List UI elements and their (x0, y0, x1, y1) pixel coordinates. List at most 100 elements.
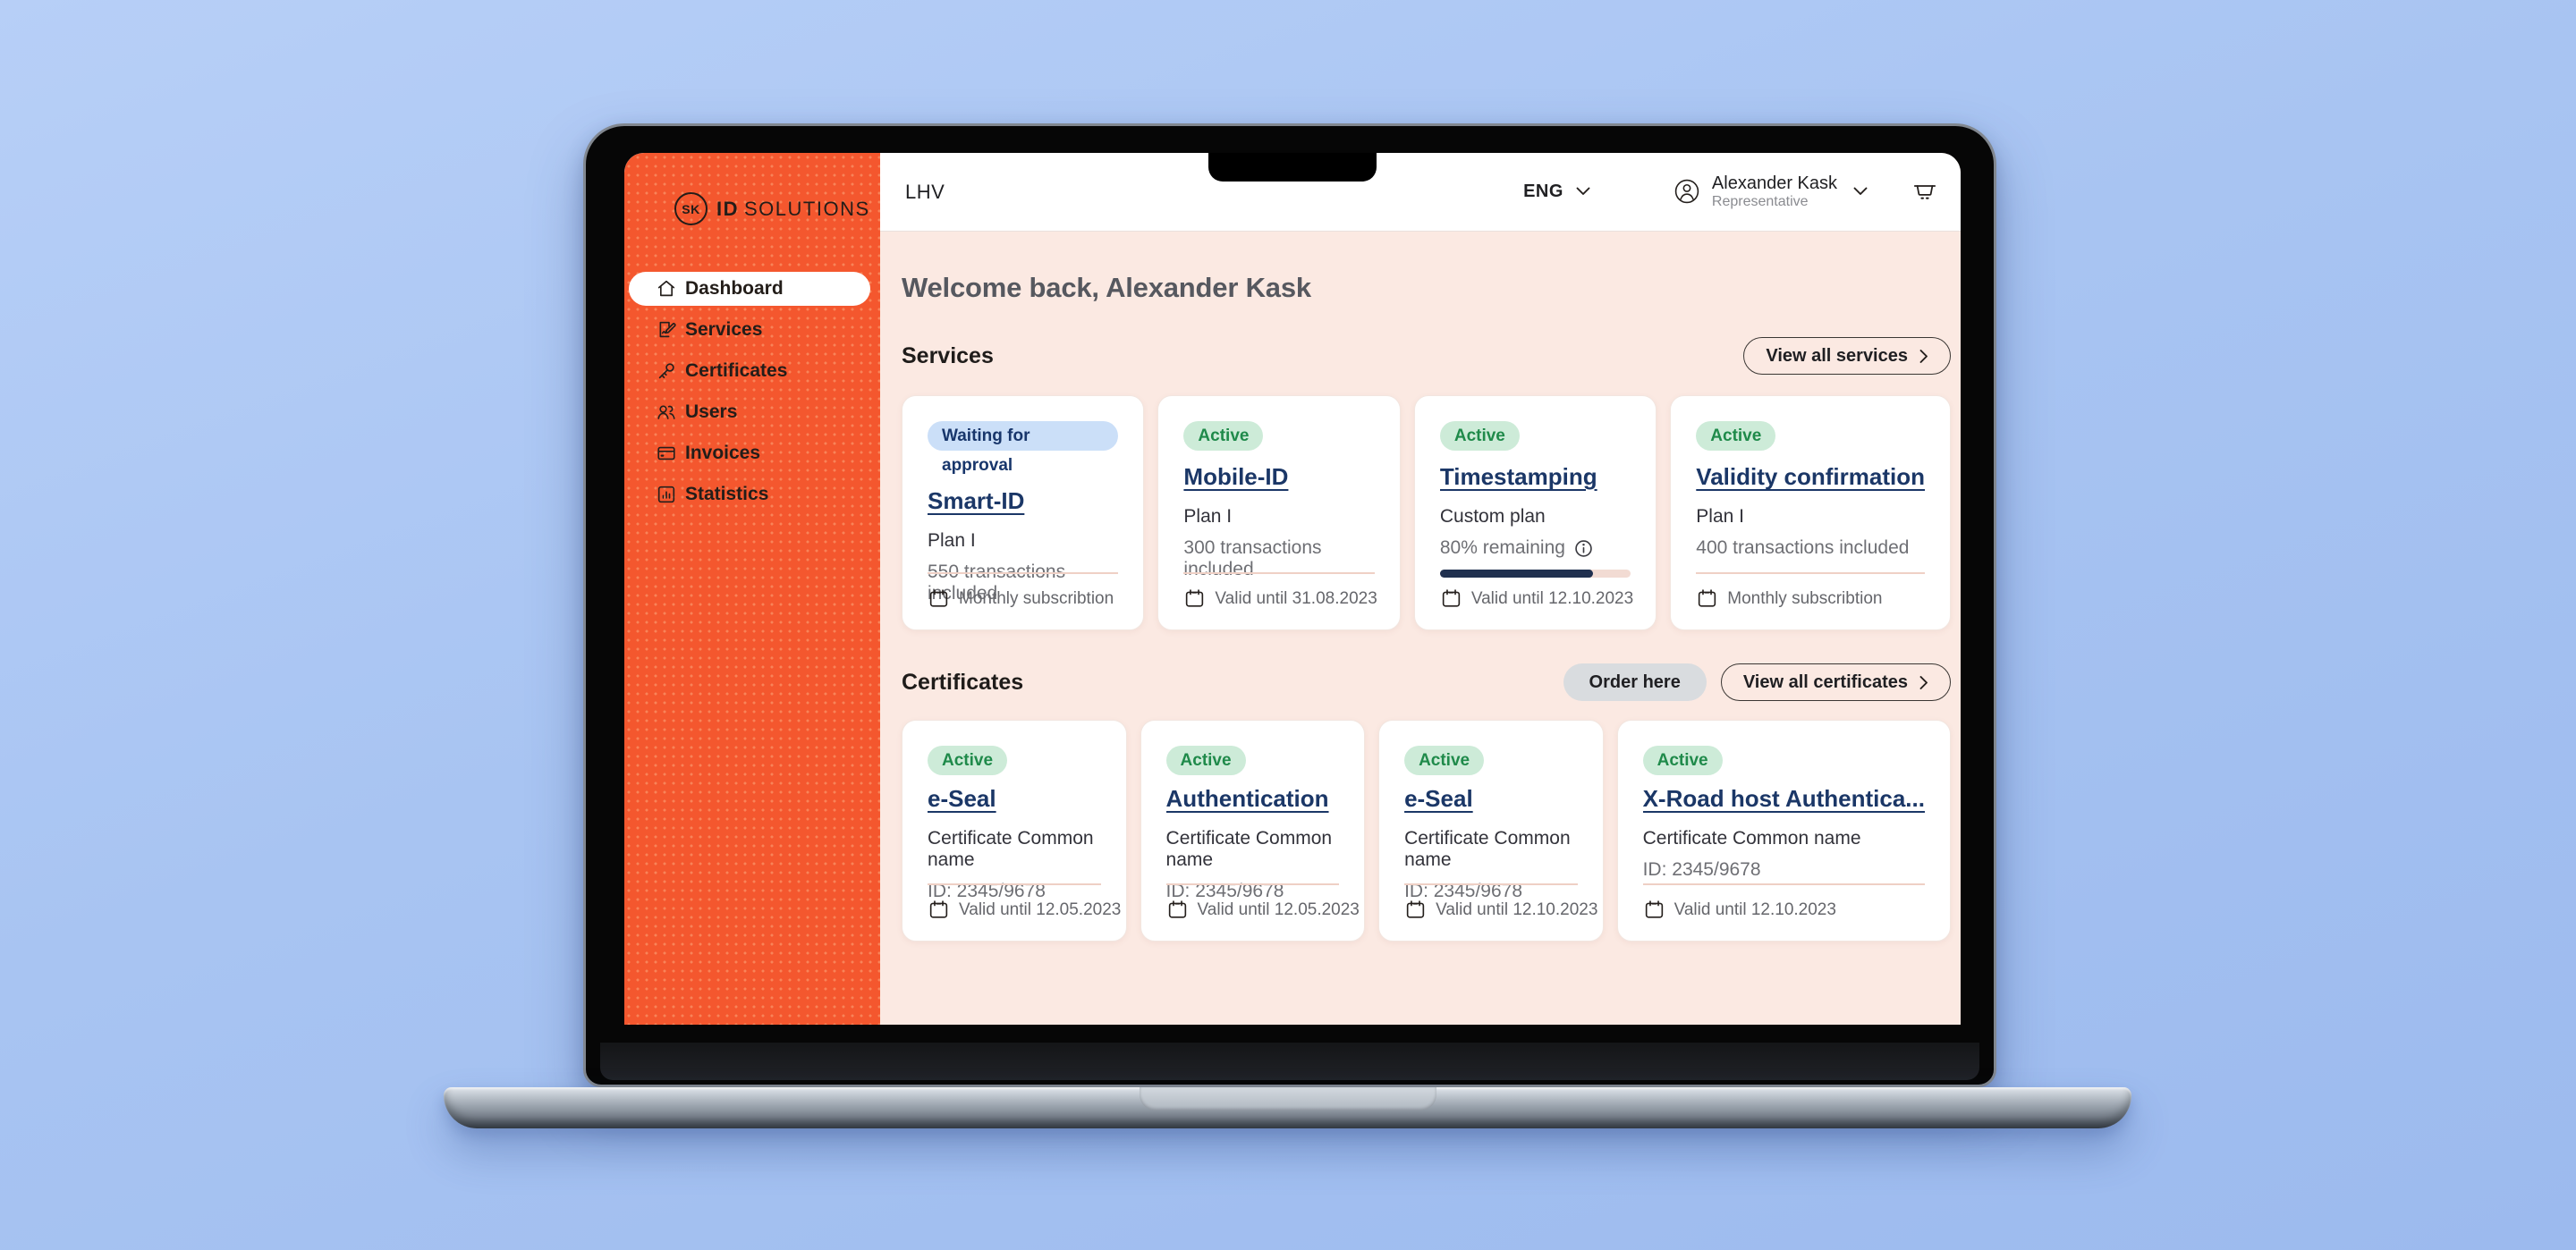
usage-progress-fill (1439, 570, 1593, 578)
certificate-card-xroad[interactable]: Active X-Road host Authentica... Certifi… (1616, 720, 1951, 942)
card-footer: Valid until 12.10.2023 (1643, 899, 1836, 921)
certificate-card-eseal-1[interactable]: Active e-Seal Certificate Common name ID… (902, 720, 1127, 942)
status-badge: Active (1642, 746, 1723, 775)
calendar-icon (1645, 900, 1663, 918)
sidebar-item-label: Users (685, 401, 738, 422)
card-divider (1696, 572, 1925, 574)
certificate-title-link[interactable]: e-Seal (928, 785, 996, 812)
brand-logo-text: ID SOLUTIONS (716, 197, 870, 220)
language-selector[interactable]: ENG (1523, 182, 1590, 202)
info-icon[interactable] (1573, 538, 1594, 559)
certificate-title-link[interactable]: Authentication (1165, 785, 1329, 812)
cart-icon (1913, 185, 1936, 199)
sidebar: SK ID SOLUTIONS Dashboard Services Certif… (624, 153, 880, 1025)
service-title-link[interactable]: Smart-ID (928, 487, 1025, 514)
calendar-icon (929, 589, 948, 607)
card-footer: Monthly subscribtion (1696, 587, 1882, 610)
status-badge: Active (1439, 421, 1520, 451)
plan-label: Plan I (1696, 506, 1744, 527)
sidebar-item-label: Services (685, 319, 763, 340)
card-divider (928, 572, 1119, 574)
status-badge: Active (1696, 421, 1776, 451)
service-title-link[interactable]: Mobile-ID (1183, 463, 1289, 490)
chevron-right-icon (1919, 349, 1928, 363)
certificate-title-link[interactable]: X-Road host Authentica... (1642, 785, 1925, 812)
service-title-link[interactable]: Timestamping (1439, 463, 1597, 490)
user-texts: Alexander Kask Representative (1712, 173, 1837, 210)
sidebar-nav: Dashboard Services Certificates Users (624, 272, 880, 511)
transactions-label: 400 transactions included (1696, 537, 1910, 558)
transactions-label: 300 transactions included (1183, 537, 1322, 579)
calendar-icon (929, 900, 948, 918)
status-badge: Waiting for approval (928, 421, 1119, 475)
calendar-icon (1442, 589, 1461, 607)
main-content: Welcome back, Alexander Kask Services Vi… (880, 232, 1961, 1025)
service-title-link[interactable]: Validity confirmation (1696, 463, 1925, 490)
status-badge: Active (1165, 746, 1246, 775)
card-divider (1642, 883, 1925, 885)
chevron-down-icon (1853, 188, 1868, 196)
common-name-label: Certificate Common name (1165, 828, 1333, 870)
sidebar-item-certificates[interactable]: Certificates (629, 354, 870, 388)
service-card-smart-id[interactable]: Waiting for approval Smart-ID Plan I 550… (902, 395, 1145, 630)
avatar-icon (1674, 180, 1699, 204)
sidebar-item-label: Invoices (685, 443, 761, 463)
status-badge: Active (1183, 421, 1264, 451)
services-section-header: Services View all services (902, 337, 1951, 375)
plan-label: Plan I (1183, 506, 1233, 527)
chevron-right-icon (1919, 675, 1928, 689)
service-card-validity-confirmation[interactable]: Active Validity confirmation Plan I 400 … (1670, 395, 1951, 630)
service-card-timestamping[interactable]: Active Timestamping Custom plan 80% rema… (1413, 395, 1657, 630)
view-all-services-button[interactable]: View all services (1743, 337, 1951, 375)
sk-logo-icon: SK (674, 192, 708, 225)
brand-logo: SK ID SOLUTIONS (674, 192, 880, 225)
certificates-header-buttons: Order here View all certificates (1563, 663, 1951, 701)
sidebar-item-services[interactable]: Services (629, 313, 870, 347)
language-label: ENG (1523, 181, 1563, 201)
certificate-id: ID: 2345/9678 (1404, 881, 1522, 901)
user-menu[interactable]: Alexander Kask Representative (1673, 173, 1868, 210)
user-name: Alexander Kask (1711, 173, 1837, 193)
common-name-label: Certificate Common name (1404, 828, 1571, 870)
view-all-certificates-button[interactable]: View all certificates (1720, 663, 1951, 701)
cart-button[interactable] (1912, 181, 1937, 203)
home-icon (657, 280, 675, 297)
certificate-card-eseal-2[interactable]: Active e-Seal Certificate Common name ID… (1378, 720, 1604, 942)
remaining-label: 80% remaining (1440, 537, 1631, 559)
card-footer: Valid until 12.05.2023 (1166, 899, 1360, 921)
sidebar-item-statistics[interactable]: Statistics (629, 477, 870, 511)
card-footer: Monthly subscribtion (928, 587, 1114, 610)
card-footer: Valid until 31.08.2023 (1183, 587, 1377, 610)
order-here-button[interactable]: Order here (1563, 663, 1707, 701)
sidebar-item-invoices[interactable]: Invoices (629, 436, 870, 470)
topbar: LHV ENG Alexander Kask Representative (880, 153, 1961, 232)
certificates-section-header: Certificates Order here View all certifi… (902, 663, 1951, 701)
card-footer: Valid until 12.10.2023 (1404, 899, 1597, 921)
sidebar-item-dashboard[interactable]: Dashboard (629, 272, 870, 306)
calendar-icon (1406, 900, 1425, 918)
certificates-card-grid: Active e-Seal Certificate Common name ID… (902, 720, 1951, 942)
sidebar-item-users[interactable]: Users (629, 395, 870, 429)
calendar-icon (1168, 900, 1186, 918)
status-badge: Active (928, 746, 1008, 775)
laptop-lid-scoop (1139, 1087, 1436, 1111)
certificate-card-authentication[interactable]: Active Authentication Certificate Common… (1140, 720, 1366, 942)
certificates-title: Certificates (902, 669, 1024, 695)
usage-progress-bar (1439, 570, 1631, 578)
laptop-foot-left (499, 1125, 581, 1138)
plan-label: Plan I (928, 530, 976, 551)
page-title: Welcome back, Alexander Kask (902, 272, 1311, 303)
transactions-label: 550 transactions included (928, 562, 1066, 604)
statistics-icon (657, 486, 675, 503)
invoice-card-icon (657, 446, 675, 460)
laptop-screen: SK ID SOLUTIONS Dashboard Services Certif… (583, 123, 1996, 1087)
sidebar-item-label: Certificates (685, 360, 788, 381)
app-window: SK ID SOLUTIONS Dashboard Services Certif… (624, 153, 1961, 1025)
sidebar-item-label: Dashboard (685, 278, 784, 299)
certificate-title-link[interactable]: e-Seal (1404, 785, 1473, 812)
calendar-icon (1186, 589, 1204, 607)
service-card-mobile-id[interactable]: Active Mobile-ID Plan I 300 transactions… (1157, 395, 1401, 630)
users-icon (657, 405, 675, 419)
services-card-grid: Waiting for approval Smart-ID Plan I 550… (902, 395, 1951, 630)
